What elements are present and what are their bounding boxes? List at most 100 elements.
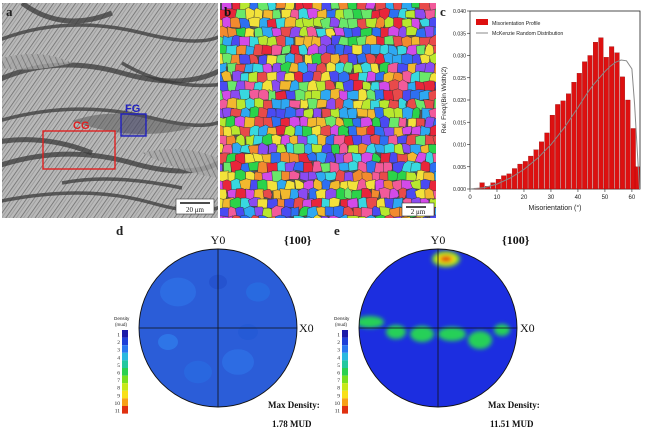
pool-boundaries xyxy=(2,3,218,213)
grain xyxy=(240,214,251,218)
y-tick-label: 0.000 xyxy=(453,187,466,193)
legend-level-label: 10 xyxy=(115,401,121,407)
y-tick-label: 0.040 xyxy=(453,9,466,15)
y-tick-label: 0.020 xyxy=(453,98,466,104)
grain xyxy=(257,161,268,174)
density-legend-d: Density(mud) 12 34 5 67 89 10 11 xyxy=(114,316,130,415)
y-tick-label: 0.035 xyxy=(453,31,466,37)
legend-level-label: 7 xyxy=(117,378,120,384)
scale-bar-box-b xyxy=(401,202,435,217)
grain xyxy=(222,215,234,218)
legend-level-label: 6 xyxy=(337,371,340,377)
pool-boundary xyxy=(20,3,113,24)
y-tick-label: 0.030 xyxy=(453,54,466,60)
legend-swatch xyxy=(122,352,128,361)
density-legend-e: Density(mud) 12 34 5 67 89 10 11 xyxy=(334,316,350,415)
grain xyxy=(274,214,287,218)
plot-frame xyxy=(469,10,641,190)
pool-boundary xyxy=(2,62,218,84)
pool-boundary xyxy=(121,61,218,88)
density-blob xyxy=(184,360,212,384)
grain xyxy=(220,188,228,201)
histogram-bar xyxy=(625,99,631,190)
grain xyxy=(398,116,407,128)
grain xyxy=(421,216,429,218)
legend-level-label: 2 xyxy=(117,340,120,346)
legend-swatch xyxy=(342,352,348,361)
legend-swatch xyxy=(122,398,128,406)
legend-swatch xyxy=(122,383,128,391)
histogram-bar xyxy=(571,82,577,190)
mckenzie-curve xyxy=(469,59,640,190)
histogram-bar xyxy=(614,52,620,190)
misorientation-chart: 0 10 20 30 40 50 60 0.000 0.005 0.010 0.015 0.020 0.… xyxy=(441,9,641,212)
panel-label-c: c xyxy=(440,4,446,19)
legend-swatch xyxy=(122,345,128,353)
x-tick-label: 10 xyxy=(494,195,501,201)
histogram-bar xyxy=(603,57,609,190)
y0-label-d: Y0 xyxy=(211,233,226,247)
legend-level-label: 8 xyxy=(337,386,340,392)
legend-swatch xyxy=(342,345,348,353)
grain xyxy=(356,107,370,118)
density-band xyxy=(386,325,406,339)
grain xyxy=(434,81,436,90)
pool-boundary xyxy=(2,23,218,43)
grain xyxy=(366,214,378,218)
histogram-bar xyxy=(549,114,555,190)
panel-e-pole-figure: Y0 X0 {100} Max Density: 11.51 MUD Densi… xyxy=(330,222,550,440)
histogram-bar xyxy=(634,166,640,190)
grain xyxy=(285,216,295,218)
grain xyxy=(288,170,301,180)
legend-level-label: 11 xyxy=(115,409,121,415)
legend-swatch xyxy=(342,375,348,384)
panel-label-a: a xyxy=(6,4,13,19)
legend-swatch xyxy=(342,330,348,338)
grain xyxy=(220,163,223,174)
histogram-bar xyxy=(582,61,588,190)
legend-level-label: 3 xyxy=(117,348,120,354)
grain xyxy=(364,3,376,10)
histogram-bar xyxy=(609,46,615,190)
legend-swatch xyxy=(342,406,348,414)
grain xyxy=(348,160,359,172)
grain xyxy=(258,215,269,218)
density-blob xyxy=(246,282,270,302)
grain xyxy=(238,54,251,66)
pool-region xyxy=(2,54,72,70)
histogram-bar xyxy=(479,182,485,190)
grain xyxy=(250,214,260,218)
grain xyxy=(232,215,241,218)
max-density-label-d: Max Density: xyxy=(268,400,320,410)
grain xyxy=(262,188,273,200)
density-band xyxy=(438,327,466,341)
legend-entry-mckenzie: McKenzie Random Distribution xyxy=(492,31,563,37)
legend-swatch xyxy=(342,360,348,368)
pool-region xyxy=(142,149,218,178)
x-tick-label: 0 xyxy=(468,195,472,201)
x-axis-label: Misorientation (°) xyxy=(529,204,582,212)
y-axis-label: Rel. Freq/(Bin Width(2) xyxy=(441,67,448,133)
legend-swatch xyxy=(122,390,128,399)
grain xyxy=(303,216,313,218)
density-blob xyxy=(238,324,258,340)
max-density-value-d: 1.78 MUD xyxy=(272,419,312,429)
legend-swatch xyxy=(342,390,348,399)
fg-label: FG xyxy=(125,103,140,115)
legend-swatch-profile xyxy=(476,19,488,25)
pole-figure-d: Y0 X0 {100} Max Density: 1.78 MUD Densit… xyxy=(114,233,320,429)
grain xyxy=(346,107,359,119)
panel-a-micrograph: CG FG 20 μm xyxy=(2,3,218,218)
histogram-bar xyxy=(620,76,625,190)
grain xyxy=(411,217,422,218)
scale-bar-label-a: 20 μm xyxy=(186,206,205,214)
legend-swatch xyxy=(122,368,128,376)
grain xyxy=(342,61,354,74)
cg-label: CG xyxy=(73,120,90,132)
histogram-bar xyxy=(501,175,507,190)
sem-micrograph: CG FG 20 μm xyxy=(2,3,218,218)
legend-level-label: 4 xyxy=(337,355,340,361)
grain xyxy=(320,215,330,218)
panel-d-pole-figure: Y0 X0 {100} Max Density: 1.78 MUD Densit… xyxy=(108,222,328,440)
x-tick-label: 40 xyxy=(575,195,582,201)
